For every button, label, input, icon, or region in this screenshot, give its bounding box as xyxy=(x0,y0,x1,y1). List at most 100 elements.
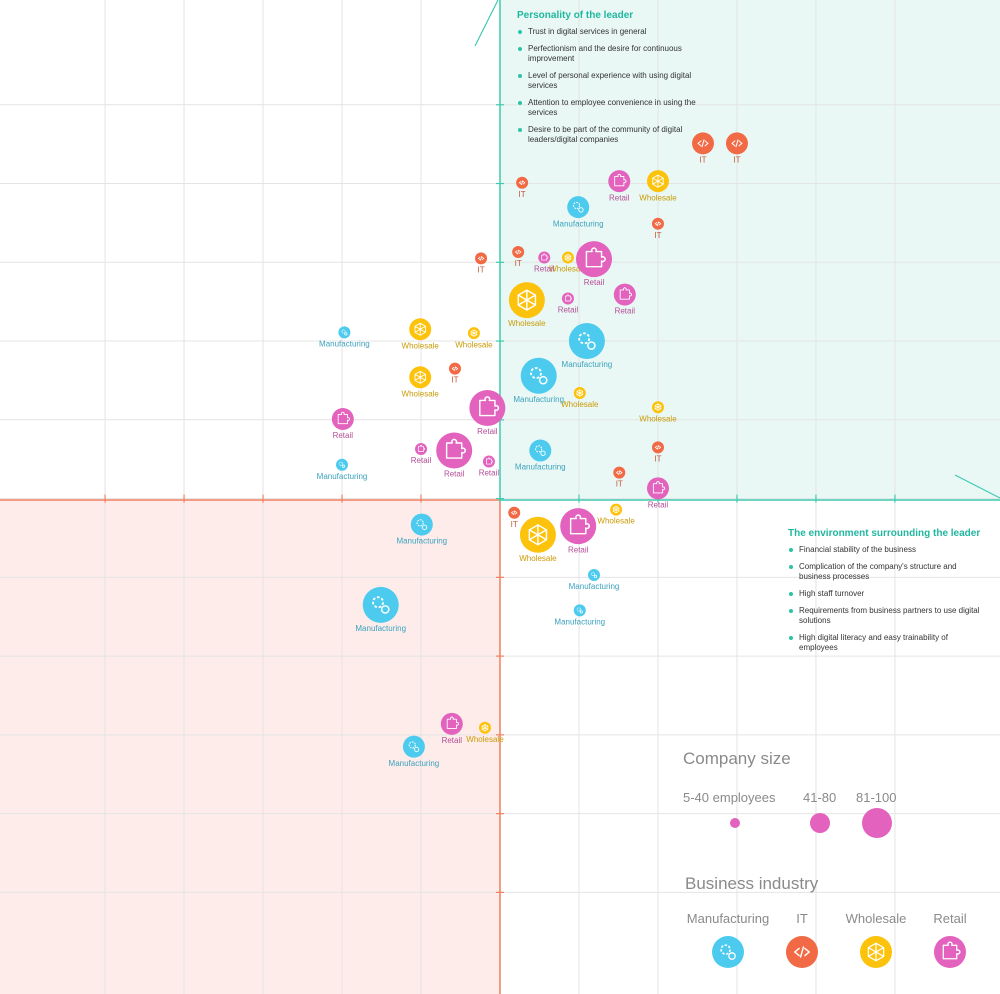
data-label: Retail xyxy=(444,470,465,479)
annotation: Personality of the leader Trust in digit… xyxy=(517,11,722,152)
bubble-group: Wholesale xyxy=(519,516,557,563)
data-label: Manufacturing xyxy=(569,582,620,591)
icon xyxy=(720,944,731,955)
icon xyxy=(576,389,583,397)
bubble xyxy=(338,326,351,339)
data-label: Manufacturing xyxy=(396,537,447,546)
data-label: Manufacturing xyxy=(389,759,440,768)
icon xyxy=(591,571,596,577)
icon xyxy=(615,470,623,475)
icon xyxy=(380,605,390,614)
data-label: Retail xyxy=(411,456,432,465)
icon xyxy=(446,716,459,729)
legend-marker xyxy=(712,936,744,968)
icon xyxy=(414,322,426,336)
icon xyxy=(518,180,526,186)
legend-item xyxy=(860,936,892,968)
bubble-group: Wholesale xyxy=(508,282,546,328)
legend-label: IT xyxy=(796,911,808,926)
annotation-item: Attention to employee convenience in usi… xyxy=(517,98,722,118)
annotation-item: Requirements from business partners to u… xyxy=(788,606,988,626)
bubble-group: Retail xyxy=(613,283,636,316)
legend-title: Company size xyxy=(683,749,791,768)
legend-label: 5-40 employees xyxy=(683,790,776,805)
icon xyxy=(339,461,344,466)
data-label: Retail xyxy=(558,306,579,315)
bubble xyxy=(402,735,425,758)
bubble xyxy=(362,586,399,623)
bubble xyxy=(415,442,428,455)
bubble-group: Manufacturing xyxy=(319,326,370,348)
icon xyxy=(479,396,500,417)
bubble-group: Wholesale xyxy=(402,318,440,350)
bubble-group: Wholesale xyxy=(597,503,635,526)
bubble-group: Manufacturing xyxy=(389,735,440,768)
data-label: Wholesale xyxy=(508,319,546,328)
bubble-group: Retail xyxy=(560,508,597,554)
bubble-group: Retail xyxy=(534,251,555,274)
icon xyxy=(486,457,493,465)
bubble xyxy=(440,712,463,735)
bubble-group: Wholesale xyxy=(639,170,677,202)
quadrant-bottom-left xyxy=(0,500,500,994)
icon xyxy=(652,174,664,188)
data-label: Retail xyxy=(477,427,498,436)
data-label: Retail xyxy=(442,736,463,745)
bubble-group: Manufacturing xyxy=(562,323,612,369)
legend-marker xyxy=(934,936,966,968)
icon xyxy=(540,450,546,456)
annotation-item: Perfectionism and the desire for continu… xyxy=(517,44,722,64)
icon xyxy=(564,253,572,262)
data-label: IT xyxy=(519,190,526,199)
icon xyxy=(731,139,743,148)
bubble-group: Retail xyxy=(575,241,612,287)
bubble-group: Retail xyxy=(469,389,506,436)
data-label: IT xyxy=(477,265,484,274)
icon xyxy=(418,444,425,452)
legend-marker xyxy=(862,808,892,838)
icon xyxy=(414,370,426,384)
icon xyxy=(942,941,961,960)
bubble-group: IT xyxy=(475,252,488,274)
annotation-list: Trust in digital services in general Perf… xyxy=(517,27,722,145)
data-label: Wholesale xyxy=(519,554,557,563)
data-label: IT xyxy=(654,454,661,463)
data-label: IT xyxy=(616,480,623,489)
data-label: Wholesale xyxy=(402,389,440,398)
bubble-group: IT xyxy=(692,132,715,164)
icon xyxy=(728,952,736,960)
legend-title: Business industry xyxy=(685,874,819,893)
icon xyxy=(587,341,596,350)
legend-item xyxy=(712,936,744,968)
icon xyxy=(445,438,466,459)
bubble xyxy=(410,513,433,536)
data-label: Wholesale xyxy=(402,341,440,350)
bubble-group: IT xyxy=(512,246,525,268)
icon xyxy=(572,201,581,210)
icon xyxy=(538,375,548,385)
icon xyxy=(579,610,583,614)
bubble-group: Manufacturing xyxy=(554,604,605,627)
icon xyxy=(612,505,620,514)
bubble xyxy=(613,283,636,306)
icon xyxy=(528,524,548,546)
bubble xyxy=(336,458,349,471)
icon xyxy=(372,596,384,609)
annotation-item: Complication of the company's structure … xyxy=(788,562,988,582)
data-label: IT xyxy=(733,155,740,164)
legend-label: Wholesale xyxy=(845,911,907,926)
bubble xyxy=(538,251,551,264)
icon xyxy=(408,741,416,749)
icon xyxy=(867,942,885,962)
annotation-list: Financial stability of the business Compl… xyxy=(788,545,988,653)
bubble-group: Manufacturing xyxy=(553,196,604,228)
icon xyxy=(576,607,581,612)
bubble-group: Retail xyxy=(440,712,463,745)
legend-marker xyxy=(810,813,830,833)
data-label: Wholesale xyxy=(639,414,677,423)
data-label: IT xyxy=(511,520,518,529)
icon xyxy=(619,287,632,300)
annotation-title: Personality of the leader xyxy=(517,10,634,21)
data-label: Wholesale xyxy=(639,193,677,202)
bubble-group: Retail xyxy=(331,408,354,440)
